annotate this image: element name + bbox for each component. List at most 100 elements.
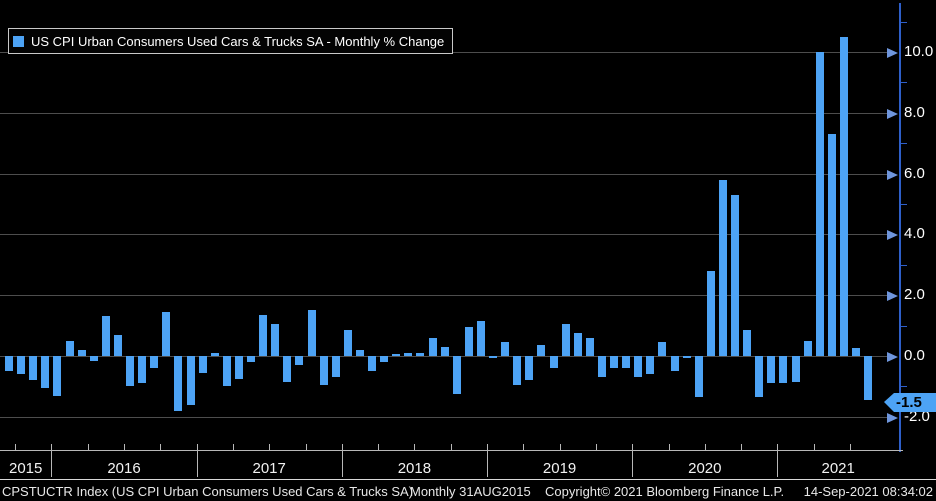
x-quarter-tick: [196, 444, 198, 450]
bar-2020-04[interactable]: [670, 356, 679, 372]
bar-2021-04[interactable]: [815, 52, 824, 356]
x-quarter-tick: [269, 444, 271, 450]
bar-2018-12[interactable]: [476, 321, 485, 356]
bar-2017-08[interactable]: [283, 356, 292, 382]
bar-2016-06[interactable]: [113, 334, 122, 356]
bar-2015-09[interactable]: [5, 356, 13, 372]
bar-2019-11[interactable]: [610, 356, 618, 369]
bar-2016-08[interactable]: [138, 356, 147, 384]
x-quarter-tick: [813, 444, 815, 450]
bar-2016-04[interactable]: [89, 356, 98, 361]
x-year-divider: [51, 450, 53, 477]
bar-2017-04[interactable]: [234, 356, 243, 379]
bar-2017-03[interactable]: [222, 356, 231, 387]
bar-2018-07[interactable]: [416, 352, 425, 356]
bar-2018-04[interactable]: [380, 356, 389, 363]
bar-2017-09[interactable]: [295, 356, 304, 366]
bar-2019-08[interactable]: [573, 333, 582, 356]
last-value-badge: -1.5: [894, 392, 936, 412]
bar-2017-02[interactable]: [210, 352, 219, 356]
bar-2020-08[interactable]: [718, 179, 727, 356]
x-year-divider: [777, 450, 779, 477]
y-axis-label: 8.0: [904, 103, 925, 121]
x-quarter-tick: [124, 444, 125, 450]
y-minor-tick: [899, 204, 907, 205]
bar-2017-06[interactable]: [259, 314, 268, 356]
bar-2017-10[interactable]: [307, 310, 316, 356]
bar-2016-11[interactable]: [174, 356, 183, 411]
bar-2016-02[interactable]: [65, 340, 74, 356]
bar-2016-07[interactable]: [126, 356, 134, 387]
x-quarter-tick: [850, 444, 851, 450]
bar-2017-05[interactable]: [247, 356, 255, 363]
bar-2021-03[interactable]: [803, 340, 812, 356]
x-year-label: 2019: [542, 460, 577, 477]
y-minor-tick: [899, 386, 907, 388]
x-year-label: 2017: [252, 460, 286, 477]
bar-2018-03[interactable]: [368, 356, 376, 372]
bar-2016-09[interactable]: [150, 356, 159, 369]
bar-2016-03[interactable]: [77, 349, 86, 356]
bar-2017-07[interactable]: [271, 324, 280, 356]
bar-2021-07[interactable]: [852, 348, 860, 356]
bar-2020-06[interactable]: [694, 356, 703, 398]
x-quarter-tick: [305, 444, 307, 450]
bar-2018-02[interactable]: [355, 349, 364, 356]
bar-2020-02[interactable]: [646, 356, 655, 375]
bar-2021-02[interactable]: [791, 356, 800, 382]
x-quarter-tick: [741, 444, 743, 450]
chart-legend[interactable]: US CPI Urban Consumers Used Cars & Truck…: [8, 28, 454, 54]
bar-2020-01[interactable]: [634, 356, 643, 378]
bar-2020-11[interactable]: [755, 356, 764, 398]
bar-2018-05[interactable]: [392, 354, 401, 356]
bar-2015-12[interactable]: [41, 356, 50, 388]
bar-2020-07[interactable]: [706, 270, 715, 356]
bar-2019-02[interactable]: [501, 342, 510, 356]
bar-2019-09[interactable]: [585, 337, 594, 356]
bar-2016-01[interactable]: [53, 356, 62, 396]
bar-2018-08[interactable]: [428, 337, 437, 356]
bar-2017-01[interactable]: [198, 356, 207, 373]
bar-2018-01[interactable]: [343, 330, 352, 356]
bar-2019-04[interactable]: [525, 356, 534, 381]
bar-2019-01[interactable]: [489, 356, 497, 358]
bar-2015-11[interactable]: [29, 356, 38, 381]
bar-2017-12[interactable]: [331, 356, 340, 378]
bar-2019-10[interactable]: [597, 356, 606, 378]
y-axis-label: 2.0: [904, 286, 925, 304]
bar-2019-07[interactable]: [561, 324, 570, 356]
bar-2019-12[interactable]: [622, 356, 631, 369]
last-value-arrow-icon: [884, 392, 894, 412]
security-ticker-text: CPSTUCTR Index (US CPI Urban Consumers U…: [2, 484, 414, 499]
bar-2020-03[interactable]: [658, 342, 667, 356]
footer-separator: [0, 479, 936, 480]
y-axis-line: [899, 3, 901, 452]
bar-2021-06[interactable]: [839, 36, 848, 356]
bar-2019-03[interactable]: [513, 356, 522, 385]
bar-2018-06[interactable]: [404, 352, 413, 356]
bar-2021-01[interactable]: [779, 356, 788, 384]
x-quarter-tick: [15, 444, 17, 450]
ytick-arrow-icon: [887, 169, 898, 180]
bar-2019-05[interactable]: [537, 345, 546, 356]
x-year-label: 2016: [107, 460, 141, 477]
bar-2018-11[interactable]: [464, 327, 473, 356]
bar-2020-10[interactable]: [743, 330, 752, 356]
bar-2018-09[interactable]: [440, 346, 449, 356]
bar-2017-11[interactable]: [319, 356, 328, 385]
y-minor-tick: [899, 21, 907, 23]
bar-2018-10[interactable]: [452, 356, 461, 394]
bar-2015-10[interactable]: [17, 356, 26, 375]
bar-2021-05[interactable]: [827, 134, 836, 356]
bar-2016-05[interactable]: [101, 316, 110, 356]
bar-2020-12[interactable]: [767, 356, 776, 384]
bar-2020-09[interactable]: [731, 194, 739, 356]
x-quarter-tick: [51, 444, 53, 450]
bar-2019-06[interactable]: [549, 356, 558, 369]
bar-2016-10[interactable]: [162, 311, 171, 356]
x-quarter-tick: [414, 444, 416, 450]
bar-2016-12[interactable]: [186, 356, 195, 405]
bar-2020-05[interactable]: [682, 356, 691, 358]
bar-2021-08[interactable]: [864, 356, 873, 401]
